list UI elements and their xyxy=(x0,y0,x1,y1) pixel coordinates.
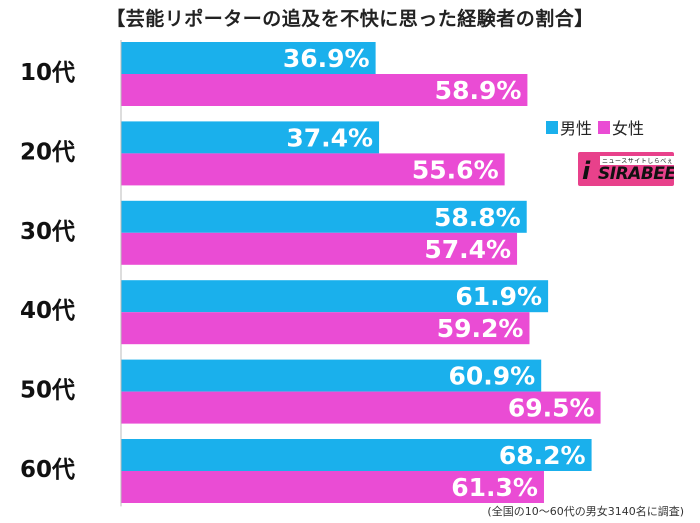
data-label: 57.4% xyxy=(424,235,511,264)
bar-male xyxy=(121,280,549,313)
legend-swatch-male xyxy=(546,120,558,134)
data-label: 59.2% xyxy=(437,314,524,343)
bar-female xyxy=(121,153,505,186)
category-label: 60代 xyxy=(20,457,75,483)
bar-male xyxy=(121,42,376,74)
bar-female xyxy=(121,74,528,106)
legend-item-female: 女性 xyxy=(598,115,644,139)
legend-label-female: 女性 xyxy=(612,119,645,138)
category-label: 20代 xyxy=(20,139,75,165)
data-label: 60.9% xyxy=(448,362,535,391)
logo-mark-icon: i xyxy=(582,157,591,185)
data-label: 69.5% xyxy=(508,394,595,423)
logo-tagline: ニュースサイトしらべぇ xyxy=(600,156,674,165)
data-label: 58.9% xyxy=(435,76,522,105)
bar-male xyxy=(121,359,542,392)
data-label: 61.9% xyxy=(455,282,542,311)
bar-female xyxy=(121,391,601,424)
footnote: (全国の10～60代の男女3140名に調査) xyxy=(487,505,684,518)
data-label: 68.2% xyxy=(499,441,586,470)
bar-female xyxy=(121,312,530,345)
data-label: 61.3% xyxy=(451,473,538,502)
category-label: 50代 xyxy=(20,378,75,404)
bar-female xyxy=(121,232,518,265)
bar-male xyxy=(121,121,380,154)
bar-male xyxy=(121,439,592,471)
legend-swatch-female xyxy=(598,120,611,134)
data-label: 36.9% xyxy=(283,44,370,73)
sirabee-logo: i ニュースサイトしらべぇ SIRABEE xyxy=(578,152,674,186)
chart-title: 【芸能リポーターの追及を不快に思った経験者の割合】 xyxy=(106,8,594,30)
data-label: 37.4% xyxy=(286,123,373,152)
logo-wordmark: SIRABEE xyxy=(598,164,674,184)
category-label: 30代 xyxy=(20,219,75,245)
category-label: 40代 xyxy=(20,298,75,324)
data-label: 55.6% xyxy=(412,155,499,184)
legend: 男性 女性 xyxy=(546,115,650,139)
data-label: 58.8% xyxy=(434,203,521,232)
category-label: 10代 xyxy=(20,60,75,86)
legend-item-male: 男性 xyxy=(546,115,592,139)
bar-female xyxy=(121,471,544,503)
bar-male xyxy=(121,200,527,233)
legend-label-male: 男性 xyxy=(560,119,593,138)
